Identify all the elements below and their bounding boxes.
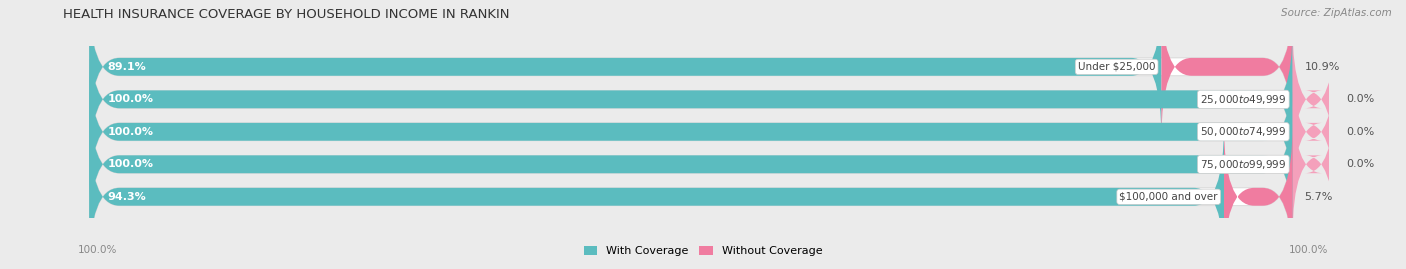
Text: 100.0%: 100.0% — [77, 245, 117, 255]
Text: 0.0%: 0.0% — [1347, 127, 1375, 137]
Text: 100.0%: 100.0% — [107, 159, 153, 169]
FancyBboxPatch shape — [90, 0, 1161, 139]
FancyBboxPatch shape — [90, 59, 1292, 204]
Text: 5.7%: 5.7% — [1305, 192, 1333, 202]
Text: 0.0%: 0.0% — [1347, 94, 1375, 104]
FancyBboxPatch shape — [1225, 125, 1292, 269]
FancyBboxPatch shape — [1292, 59, 1334, 204]
FancyBboxPatch shape — [90, 125, 1292, 269]
Text: $75,000 to $99,999: $75,000 to $99,999 — [1201, 158, 1286, 171]
FancyBboxPatch shape — [90, 92, 1292, 236]
FancyBboxPatch shape — [1161, 0, 1292, 139]
FancyBboxPatch shape — [90, 92, 1292, 236]
FancyBboxPatch shape — [1292, 92, 1334, 236]
Legend: With Coverage, Without Coverage: With Coverage, Without Coverage — [579, 241, 827, 261]
Text: 89.1%: 89.1% — [107, 62, 146, 72]
Text: 100.0%: 100.0% — [107, 94, 153, 104]
Text: Under $25,000: Under $25,000 — [1078, 62, 1156, 72]
Text: $100,000 and over: $100,000 and over — [1119, 192, 1218, 202]
Text: 100.0%: 100.0% — [1289, 245, 1329, 255]
Text: 100.0%: 100.0% — [107, 127, 153, 137]
Text: $50,000 to $74,999: $50,000 to $74,999 — [1201, 125, 1286, 138]
FancyBboxPatch shape — [90, 59, 1292, 204]
Text: Source: ZipAtlas.com: Source: ZipAtlas.com — [1281, 8, 1392, 18]
FancyBboxPatch shape — [90, 27, 1292, 172]
FancyBboxPatch shape — [90, 0, 1292, 139]
FancyBboxPatch shape — [1292, 27, 1334, 172]
Text: HEALTH INSURANCE COVERAGE BY HOUSEHOLD INCOME IN RANKIN: HEALTH INSURANCE COVERAGE BY HOUSEHOLD I… — [63, 8, 510, 21]
Text: 10.9%: 10.9% — [1305, 62, 1340, 72]
Text: 94.3%: 94.3% — [107, 192, 146, 202]
Text: $25,000 to $49,999: $25,000 to $49,999 — [1201, 93, 1286, 106]
FancyBboxPatch shape — [90, 27, 1292, 172]
Text: 0.0%: 0.0% — [1347, 159, 1375, 169]
FancyBboxPatch shape — [90, 125, 1225, 269]
